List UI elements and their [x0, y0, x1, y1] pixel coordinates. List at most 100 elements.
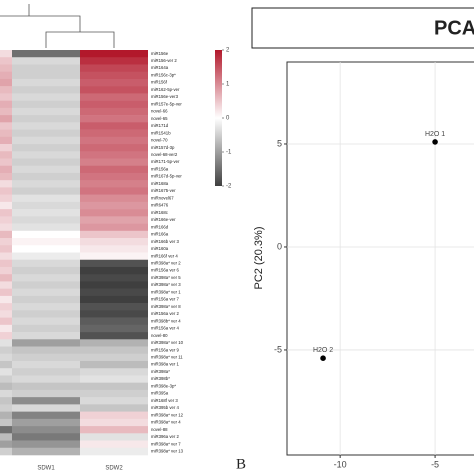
row-label: miR168c: [151, 210, 169, 215]
heatmap-cell: [0, 360, 12, 369]
row-label: miR156a ver 7: [151, 297, 180, 302]
row-label: miR156a ver 9: [151, 347, 180, 352]
heatmap-cell: [80, 281, 148, 289]
row-label: miR396a ver 2: [151, 434, 180, 439]
heatmap-cell: [80, 115, 148, 123]
row-label: miR395a: [151, 391, 169, 396]
heatmap-cell: [0, 447, 12, 456]
row-label: miR398a* ver 2: [151, 260, 181, 265]
heatmap-cell: [12, 187, 80, 195]
heatmap-cell: [12, 57, 80, 65]
row-label: miR157e-5p-ver: [151, 101, 182, 106]
row-label: miR398a* ver 3: [151, 282, 181, 287]
colorbar-tick-label: -1: [226, 150, 232, 156]
heatmap-cell: [80, 426, 148, 434]
row-label: miR166f ver 4: [151, 253, 178, 258]
heatmap-cell: [80, 64, 148, 72]
heatmap-cell: [12, 78, 80, 87]
heatmap-cell: [0, 382, 12, 391]
heatmap-cell: [12, 288, 80, 297]
heatmap-cell: [0, 187, 12, 195]
title-strip: [251, 7, 474, 49]
heatmap-cell: [12, 230, 80, 239]
heatmap-cell: [0, 209, 12, 217]
heatmap-cell: [80, 100, 148, 109]
row-label: miR168f ver 3: [151, 398, 178, 403]
row-label: novel-65: [151, 116, 168, 121]
heatmap-cell: [12, 172, 80, 181]
heatmap-cell: [12, 100, 80, 109]
heatmap-cell: [0, 426, 12, 434]
colorbar-tick-label: 2: [226, 48, 230, 54]
heatmap-cell: [12, 259, 80, 268]
heatmap-cell: [80, 165, 148, 174]
heatmap-cell: [80, 216, 148, 224]
heatmap-cell: [12, 332, 80, 340]
heatmap-cell: [12, 107, 80, 116]
heatmap-cell: [0, 411, 12, 420]
heatmap-cell: [80, 274, 148, 282]
y-axis-label: PC2 (20.3%): [253, 227, 265, 290]
heatmap-cell: [80, 194, 148, 203]
heatmap-cell: [12, 346, 80, 355]
heatmap-cell: [80, 209, 148, 217]
heatmap-cell: [80, 360, 148, 369]
heatmap-cell: [12, 151, 80, 159]
heatmap-cell: [0, 78, 12, 87]
heatmap-cell: [0, 129, 12, 138]
heatmap-cell: [80, 433, 148, 441]
heatmap-cell: [80, 107, 148, 116]
heatmap-cell: [12, 426, 80, 434]
heatmap-cell: [0, 281, 12, 289]
row-label: miR398a* ver 12: [151, 412, 184, 417]
heatmap-cell: [12, 440, 80, 449]
row-label: miR1541b: [151, 130, 171, 135]
y-tick-label: 0: [277, 241, 282, 251]
heatmap-cell: [12, 418, 80, 427]
heatmap-cell: [80, 259, 148, 268]
heatmap-cell: [12, 368, 80, 376]
heatmap-cell: [0, 368, 12, 376]
heatmap-cell: [80, 86, 148, 94]
point: [432, 139, 438, 145]
heatmap-cell: [80, 447, 148, 456]
heatmap-cell: [12, 180, 80, 188]
heatmap-cell: [12, 252, 80, 261]
heatmap-cell: [12, 165, 80, 174]
heatmap-cell: [80, 230, 148, 239]
heatmap-cell: [80, 158, 148, 167]
row-label: miR398a* ver 13: [151, 449, 184, 454]
heatmap-cell: [0, 223, 12, 232]
heatmap-cell: [80, 368, 148, 376]
row-label: miRnovel67: [151, 195, 174, 200]
colorbar-tick-label: 1: [226, 82, 230, 88]
row-label: novel-68-ver2: [151, 152, 178, 157]
heatmap-cell: [12, 144, 80, 152]
heatmap-cell: [80, 187, 148, 195]
heatmap-cell: [80, 223, 148, 232]
heatmap-cell: [0, 238, 12, 246]
row-label: miR156a: [151, 166, 169, 171]
heatmap-cell: [80, 71, 148, 80]
y-tick-label: -5: [274, 344, 282, 354]
heatmap-cell: [0, 165, 12, 174]
heatmap-cell: [12, 447, 80, 456]
heatmap-cell: [0, 433, 12, 441]
heatmap-cell: [0, 122, 12, 130]
heatmap-cell: [0, 50, 12, 58]
row-label: miR156f: [151, 80, 168, 85]
heatmap-cell: [80, 440, 148, 449]
heatmap-cell: [0, 375, 12, 383]
heatmap-cell: [80, 411, 148, 420]
row-label: miR398a* ver 4: [151, 420, 181, 425]
row-label: miR6476: [151, 203, 169, 208]
plot-panel: [286, 61, 474, 456]
heatmap-cell: [0, 346, 12, 355]
heatmap-cell: [80, 136, 148, 145]
heatmap-cell: [80, 129, 148, 138]
row-label: miR166b ver 3: [151, 239, 180, 244]
heatmap-cell: [0, 440, 12, 449]
heatmap-cell: [0, 324, 12, 333]
heatmap-cell: [0, 332, 12, 340]
heatmap-cell: [12, 397, 80, 405]
